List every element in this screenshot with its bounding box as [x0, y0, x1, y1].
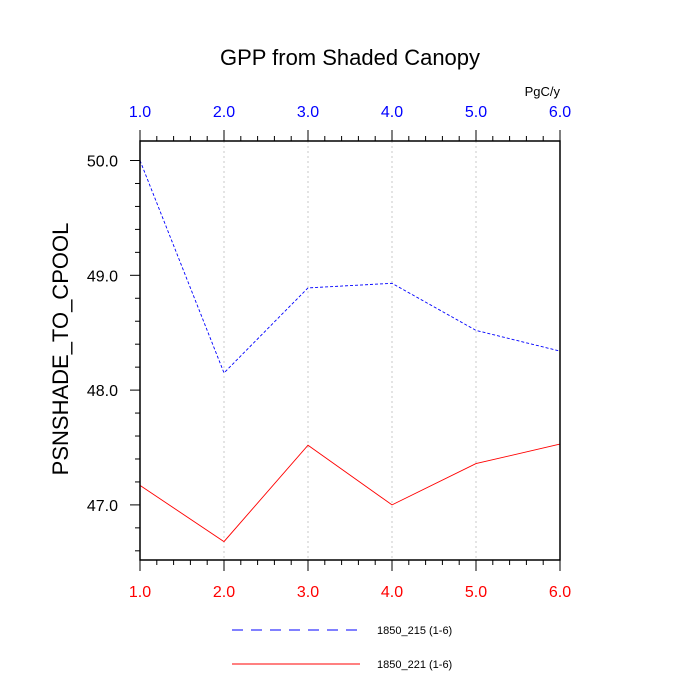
y-tick-label: 50.0: [87, 154, 118, 171]
x-tick-label-top: 3.0: [297, 104, 319, 121]
series-lines: [139, 160, 561, 543]
y-axis-label: PSNSHADE_TO_CPOOL: [48, 223, 73, 476]
y-tick-label: 48.0: [87, 383, 118, 400]
x-tick-label-bottom: 5.0: [465, 584, 487, 601]
x-tick-label-top: 2.0: [213, 104, 235, 121]
x-tick-label-bottom: 4.0: [381, 584, 403, 601]
x-tick-label-top: 4.0: [381, 104, 403, 121]
y-tick-label: 47.0: [87, 498, 118, 515]
x-tick-label-bottom: 2.0: [213, 584, 235, 601]
x-tick-label-bottom: 6.0: [549, 584, 571, 601]
legend-label-2: 1850_221 (1-6): [377, 659, 452, 671]
x-tick-label-top: 5.0: [465, 104, 487, 121]
units-label: PgC/y: [525, 84, 561, 99]
x-tick-label-bottom: 3.0: [297, 584, 319, 601]
gridlines: [223, 141, 477, 560]
legend-label-1: 1850_215 (1-6): [377, 625, 452, 637]
y-tick-label: 49.0: [87, 268, 118, 285]
axis-ticks: [130, 130, 561, 571]
tick-labels: 1.0 1.0 2.0 2.0 3.0 3.0 4.0 4.0 5.0 5.0 6.0 6.0 47.0…: [87, 104, 571, 601]
x-tick-label-top: 1.0: [129, 104, 151, 121]
legend: 1850_215 (1-6) 1850_221 (1-6): [232, 625, 452, 671]
x-tick-label-bottom: 1.0: [129, 584, 151, 601]
plot-frame: [139, 140, 561, 561]
x-tick-label-top: 6.0: [549, 104, 571, 121]
series-line-1: [139, 160, 561, 374]
chart-title: GPP from Shaded Canopy: [220, 45, 480, 70]
series-line-2: [139, 443, 561, 543]
